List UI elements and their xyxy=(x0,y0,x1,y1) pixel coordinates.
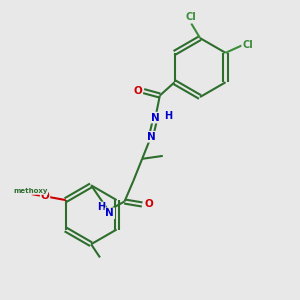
Text: O: O xyxy=(144,200,153,209)
Text: Cl: Cl xyxy=(186,13,196,22)
Text: N: N xyxy=(151,112,160,123)
Text: H: H xyxy=(165,111,173,121)
Text: H: H xyxy=(97,202,105,212)
Text: O: O xyxy=(134,86,142,96)
Text: O: O xyxy=(40,190,50,201)
Text: N: N xyxy=(105,208,114,218)
Text: methoxy: methoxy xyxy=(13,188,47,194)
Text: N: N xyxy=(147,132,155,142)
Text: Cl: Cl xyxy=(242,40,253,50)
